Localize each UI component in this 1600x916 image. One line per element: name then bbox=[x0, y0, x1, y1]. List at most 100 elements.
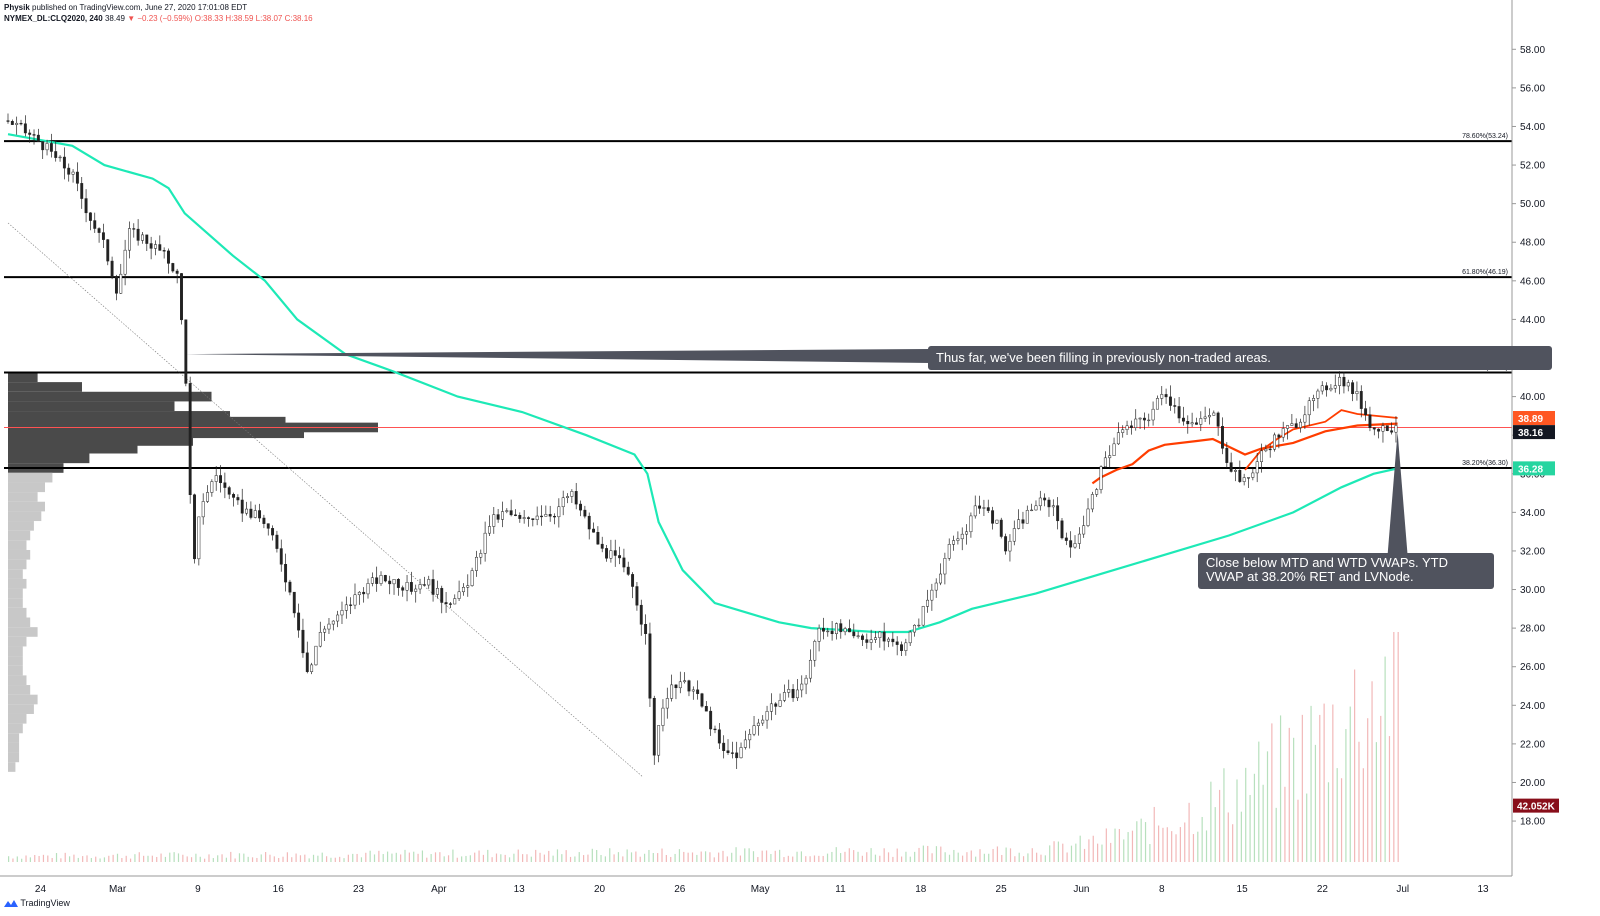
volume-bar bbox=[604, 856, 606, 862]
x-tick-label: 13 bbox=[1477, 884, 1489, 895]
volume-bar bbox=[256, 857, 258, 862]
volume-profile-bar bbox=[8, 436, 193, 446]
volume-bar bbox=[234, 858, 236, 862]
volume-bar bbox=[430, 854, 432, 862]
candle-body bbox=[1186, 420, 1190, 425]
candle-body bbox=[1051, 505, 1055, 508]
volume-bar bbox=[670, 856, 672, 862]
volume-bar bbox=[121, 858, 123, 862]
candle-body bbox=[709, 710, 713, 730]
candle-body bbox=[401, 587, 405, 591]
x-tick-label: 20 bbox=[594, 884, 606, 895]
candle-body bbox=[227, 487, 231, 495]
volume-bar bbox=[447, 855, 450, 862]
candle-body bbox=[1038, 497, 1042, 507]
candle-body bbox=[1121, 429, 1125, 433]
price-candles bbox=[6, 113, 1398, 769]
volume-bar bbox=[1227, 812, 1229, 862]
volume-bar bbox=[42, 854, 45, 862]
volume-bar bbox=[927, 845, 929, 862]
volume-bar bbox=[395, 852, 397, 862]
fib-levels: 78.60%(53.24)61.80%(46.19)50.00%(41.25)3… bbox=[4, 133, 1512, 777]
volume-bar bbox=[21, 858, 23, 862]
y-tick-label: 30.00 bbox=[1520, 585, 1545, 596]
volume-bar bbox=[151, 855, 153, 862]
candle-body bbox=[535, 515, 539, 520]
volume-bar bbox=[386, 851, 389, 862]
candle-body bbox=[557, 506, 561, 518]
candle-body bbox=[45, 143, 49, 151]
candle-body bbox=[279, 548, 283, 565]
brand-name: TradingView bbox=[20, 898, 70, 908]
publish-date: published on TradingView.com, June 27, 2… bbox=[29, 3, 248, 12]
volume-bar bbox=[1040, 854, 1042, 862]
y-tick-label: 56.00 bbox=[1520, 83, 1545, 94]
volume-bar bbox=[469, 855, 471, 862]
candle-body bbox=[461, 587, 465, 593]
volume-bar bbox=[125, 855, 127, 862]
candle-body bbox=[1030, 509, 1034, 512]
volume-bar bbox=[465, 855, 467, 862]
candle-body bbox=[431, 579, 435, 595]
candle-body bbox=[15, 122, 19, 125]
volume-bar bbox=[82, 856, 84, 862]
footer-brand[interactable]: TradingView bbox=[4, 898, 70, 908]
candle-body bbox=[253, 510, 257, 518]
candle-body bbox=[19, 122, 23, 125]
candle-body bbox=[999, 519, 1003, 537]
volume-bar bbox=[1166, 827, 1168, 862]
volume-profile-bar bbox=[8, 501, 45, 512]
candle-body bbox=[1190, 422, 1194, 425]
volume-bar bbox=[1345, 729, 1347, 862]
volume-bar bbox=[774, 850, 776, 862]
candle-body bbox=[1181, 417, 1185, 422]
volume-bar bbox=[691, 852, 694, 862]
candle-body bbox=[383, 575, 387, 582]
volume-profile-bar bbox=[8, 752, 20, 763]
volume-bar bbox=[748, 848, 750, 862]
candle-body bbox=[1177, 406, 1181, 419]
candle-body bbox=[956, 538, 960, 541]
annotation-callout-1[interactable]: Thus far, we've been filling in previous… bbox=[928, 346, 1552, 370]
candle-body bbox=[414, 588, 418, 592]
volume-bar bbox=[456, 857, 458, 862]
candle-body bbox=[188, 383, 192, 496]
candle-body bbox=[6, 120, 10, 122]
volume-bar bbox=[813, 855, 816, 862]
volume-bar bbox=[391, 853, 393, 862]
candle-body bbox=[1043, 497, 1047, 501]
volume-bar bbox=[169, 852, 171, 862]
candle-body bbox=[1034, 505, 1038, 511]
candle-body bbox=[1108, 455, 1112, 459]
volume-bar bbox=[517, 849, 519, 862]
volume-bar bbox=[404, 849, 406, 862]
volume-bar bbox=[1358, 741, 1360, 862]
y-tick-label: 18.00 bbox=[1520, 817, 1545, 828]
author-name[interactable]: Physik bbox=[4, 3, 30, 12]
candle-body bbox=[32, 134, 36, 136]
candle-body bbox=[1056, 505, 1060, 522]
volume-profile-bar bbox=[8, 723, 23, 734]
candle-body bbox=[240, 499, 244, 514]
volume-bar bbox=[138, 852, 140, 862]
volume-bar bbox=[678, 849, 681, 862]
x-tick-label: May bbox=[751, 884, 770, 895]
volume-bar bbox=[495, 853, 498, 862]
candle-body bbox=[310, 664, 314, 672]
annotation-callout-2[interactable]: Close below MTD and WTD VWAPs. YTD VWAP a… bbox=[1198, 553, 1494, 589]
volume-bar bbox=[365, 852, 367, 862]
volume-bar bbox=[1153, 806, 1155, 862]
volume-bar bbox=[687, 852, 689, 862]
candle-body bbox=[908, 631, 912, 644]
candle-body bbox=[652, 697, 656, 756]
candle-body bbox=[1147, 419, 1151, 422]
candle-body bbox=[318, 632, 322, 647]
volume-bar bbox=[8, 856, 10, 862]
volume-bar bbox=[831, 851, 833, 862]
symbol-name[interactable]: NYMEX_DL:CLQ2020, 240 bbox=[4, 14, 103, 23]
candle-body bbox=[1129, 425, 1133, 428]
candle-body bbox=[1307, 400, 1311, 416]
volume-bar bbox=[630, 852, 633, 862]
publish-info: Physik published on TradingView.com, Jun… bbox=[4, 2, 313, 13]
